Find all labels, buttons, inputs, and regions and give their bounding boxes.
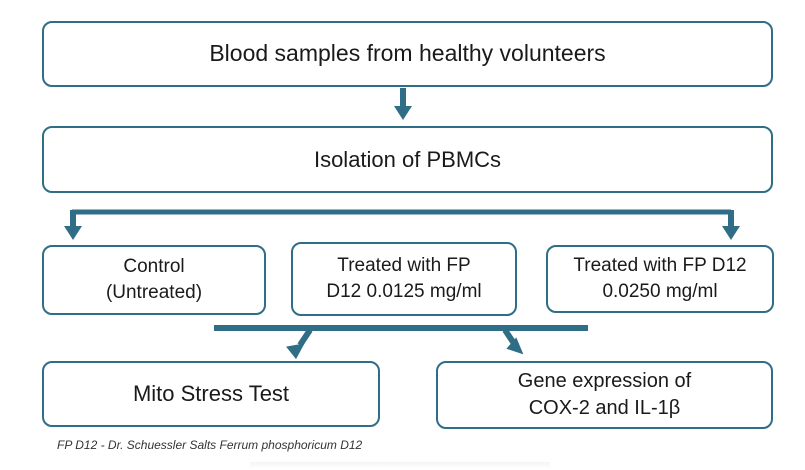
node-control-line1: Control xyxy=(123,256,185,278)
footnote: FP D12 - Dr. Schuessler Salts Ferrum pho… xyxy=(57,438,363,452)
node-gene-expression: Gene expression of COX-2 and IL-1β xyxy=(436,361,773,429)
arrowhead-to-treated-high xyxy=(722,226,740,240)
node-control-line2: (Untreated) xyxy=(105,282,203,303)
node-treated-high-line2: 0.0250 mg/ml xyxy=(602,281,718,302)
arrowhead-to-control xyxy=(64,226,82,240)
arrowhead-to-mito xyxy=(286,343,305,360)
node-gene-line2: COX-2 and IL-1β xyxy=(528,397,681,419)
node-treated-low-line1: Treated with FP xyxy=(337,255,471,277)
node-blood-samples: Blood samples from healthy volunteers xyxy=(42,21,773,87)
node-isolation-pbmcs: Isolation of PBMCs xyxy=(42,126,773,193)
node-mito-label: Mito Stress Test xyxy=(132,381,290,407)
node-blood-samples-label: Blood samples from healthy volunteers xyxy=(209,40,606,67)
node-treated-low: Treated with FP D12 0.0125 mg/ml xyxy=(291,242,517,316)
node-control: Control (Untreated) xyxy=(42,245,266,315)
node-gene-line1: Gene expression of xyxy=(517,370,692,392)
node-treated-high-line1: Treated with FP D12 xyxy=(573,255,747,277)
arrowhead-blood-to-isolation xyxy=(394,106,412,120)
node-isolation-label: Isolation of PBMCs xyxy=(313,146,502,172)
node-mito-stress-test: Mito Stress Test xyxy=(42,361,380,427)
faint-bottom-artifact xyxy=(250,462,550,468)
node-treated-high: Treated with FP D12 0.0250 mg/ml xyxy=(546,245,774,313)
node-treated-low-line2: D12 0.0125 mg/ml xyxy=(326,281,482,302)
merge-stem-left xyxy=(297,328,313,347)
arrowhead-to-gene xyxy=(506,337,524,355)
